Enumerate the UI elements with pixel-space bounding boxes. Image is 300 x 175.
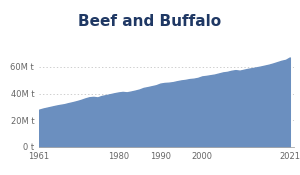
Text: Beef and Buffalo: Beef and Buffalo bbox=[78, 14, 222, 29]
